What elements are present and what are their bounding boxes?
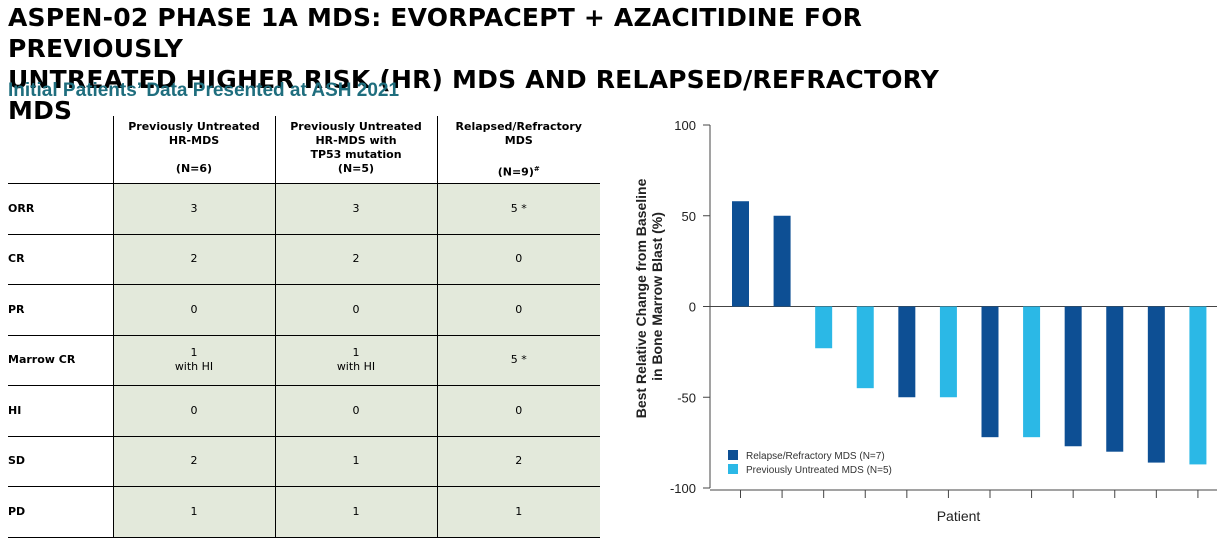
table-row: CR 2 2 0 [8, 233, 600, 285]
column-header-untreated-hr-mds: Previously Untreated HR-MDS (N=6) [112, 116, 275, 184]
column-header-line: TP53 mutation [310, 148, 402, 161]
legend: Relapse/Refractory MDS (N=7) Previously U… [728, 450, 892, 476]
row-label: HI [8, 385, 113, 436]
column-header-n: (N=9)# [442, 162, 597, 180]
row-label: ORR [8, 183, 113, 234]
table-cell: 5 * [436, 183, 600, 234]
y-axis-ticks: 100 50 0 -50 -100 [670, 118, 710, 496]
bar [1147, 306, 1165, 463]
column-header-untreated-tp53: Previously Untreated HR-MDS with TP53 mu… [274, 116, 437, 184]
row-label: PR [8, 284, 113, 335]
page-subtitle: Initial Patients’ Data Presented at ASH … [8, 80, 400, 101]
table-cell: 1 with HI [274, 334, 437, 386]
title-line-2: UNTREATED HIGHER RISK (HR) MDS AND RELAP… [8, 65, 940, 125]
row-label: SD [8, 435, 113, 487]
legend-swatch [728, 464, 738, 474]
bar [773, 215, 791, 307]
table-cell: 2 [436, 435, 600, 487]
legend-label: Relapse/Refractory MDS (N=7) [746, 451, 885, 462]
table-row: PR 0 0 0 [8, 284, 600, 335]
bar [939, 306, 957, 398]
legend-swatch [728, 450, 738, 460]
table-cell: 3 [112, 183, 275, 234]
bar [1023, 306, 1041, 438]
column-header-line: Previously Untreated [128, 120, 260, 133]
row-label: Marrow CR [8, 334, 113, 386]
table-row: PD 1 1 1 [8, 486, 600, 538]
table-cell: 1 [436, 486, 600, 538]
column-header-n-text: (N=9) [497, 165, 534, 179]
bar [856, 306, 874, 389]
table-cell: 0 [436, 284, 600, 335]
bar [1064, 306, 1082, 447]
table-cell: 2 [274, 233, 437, 285]
table-cell: 2 [112, 233, 275, 285]
y-axis-label-line-1: Best Relative Change from Baseline [633, 178, 649, 418]
legend-label: Previously Untreated MDS (N=5) [746, 465, 892, 476]
table-body: ORR 3 3 5 * CR 2 2 0 PR 0 0 0 Marrow CR 1 with HI 1 wi… [8, 183, 600, 538]
table-cell: 0 [274, 284, 437, 335]
table-row: ORR 3 3 5 * [8, 183, 600, 234]
y-axis-label-line-2: in Bone Marrow Blast (%) [649, 212, 665, 381]
column-header-line: Relapsed/Refractory [455, 120, 582, 133]
table-cell: 2 [112, 435, 275, 487]
table-cell: 3 [274, 183, 437, 234]
table-row: SD 2 1 2 [8, 435, 600, 487]
y-tick-label: 0 [689, 300, 696, 315]
bar [1106, 306, 1124, 452]
bar [815, 306, 833, 349]
y-tick-label: -50 [677, 390, 696, 405]
column-header-n: (N=5) [337, 162, 375, 175]
table-row: HI 0 0 0 [8, 385, 600, 436]
column-header-relapsed-refractory: Relapsed/Refractory MDS (N=9)# [436, 116, 600, 184]
table-cell: 0 [274, 385, 437, 436]
page-title: ASPEN-02 PHASE 1A MDS: EVORPACEPT + AZAC… [8, 2, 1008, 126]
table-corner [8, 116, 113, 184]
table-cell: 0 [436, 385, 600, 436]
results-table: Previously Untreated HR-MDS (N=6) Previo… [8, 116, 600, 538]
y-tick-label: -100 [670, 481, 696, 496]
x-axis-label: Patient [937, 508, 981, 524]
bar [1189, 306, 1207, 465]
column-header-line: HR-MDS with [315, 134, 397, 147]
bar [898, 306, 916, 398]
column-header-line: Previously Untreated [290, 120, 422, 133]
row-label: CR [8, 233, 113, 285]
row-label: PD [8, 486, 113, 538]
table-row: Marrow CR 1 with HI 1 with HI 5 * [8, 334, 600, 386]
bar-series [732, 201, 1207, 465]
bar [981, 306, 999, 438]
column-header-n: (N=6) [175, 162, 213, 175]
column-header-line: HR-MDS [168, 134, 220, 147]
table-cell: 1 [274, 435, 437, 487]
table-cell: 0 [112, 385, 275, 436]
bar [732, 201, 749, 307]
y-tick-label: 50 [682, 209, 696, 224]
footnote-mark: # [533, 165, 540, 173]
title-line-1: ASPEN-02 PHASE 1A MDS: EVORPACEPT + AZAC… [8, 3, 863, 63]
table-cell: 1 with HI [112, 334, 275, 386]
blast-change-bar-chart: 100 50 0 -50 -100 Relapse/Refractory MDS (N=… [633, 118, 1217, 524]
y-axis-label: Best Relative Change from Baseline in Bo… [633, 175, 665, 419]
table-cell: 0 [112, 284, 275, 335]
table-cell: 5 * [436, 334, 600, 386]
table-cell: 1 [274, 486, 437, 538]
table-cell: 1 [112, 486, 275, 538]
y-tick-label: 100 [674, 118, 696, 133]
table-cell: 0 [436, 233, 600, 285]
table-header-row: Previously Untreated HR-MDS (N=6) Previo… [8, 116, 600, 184]
x-axis-ticks [740, 490, 1199, 498]
column-header-line: MDS [504, 134, 533, 147]
